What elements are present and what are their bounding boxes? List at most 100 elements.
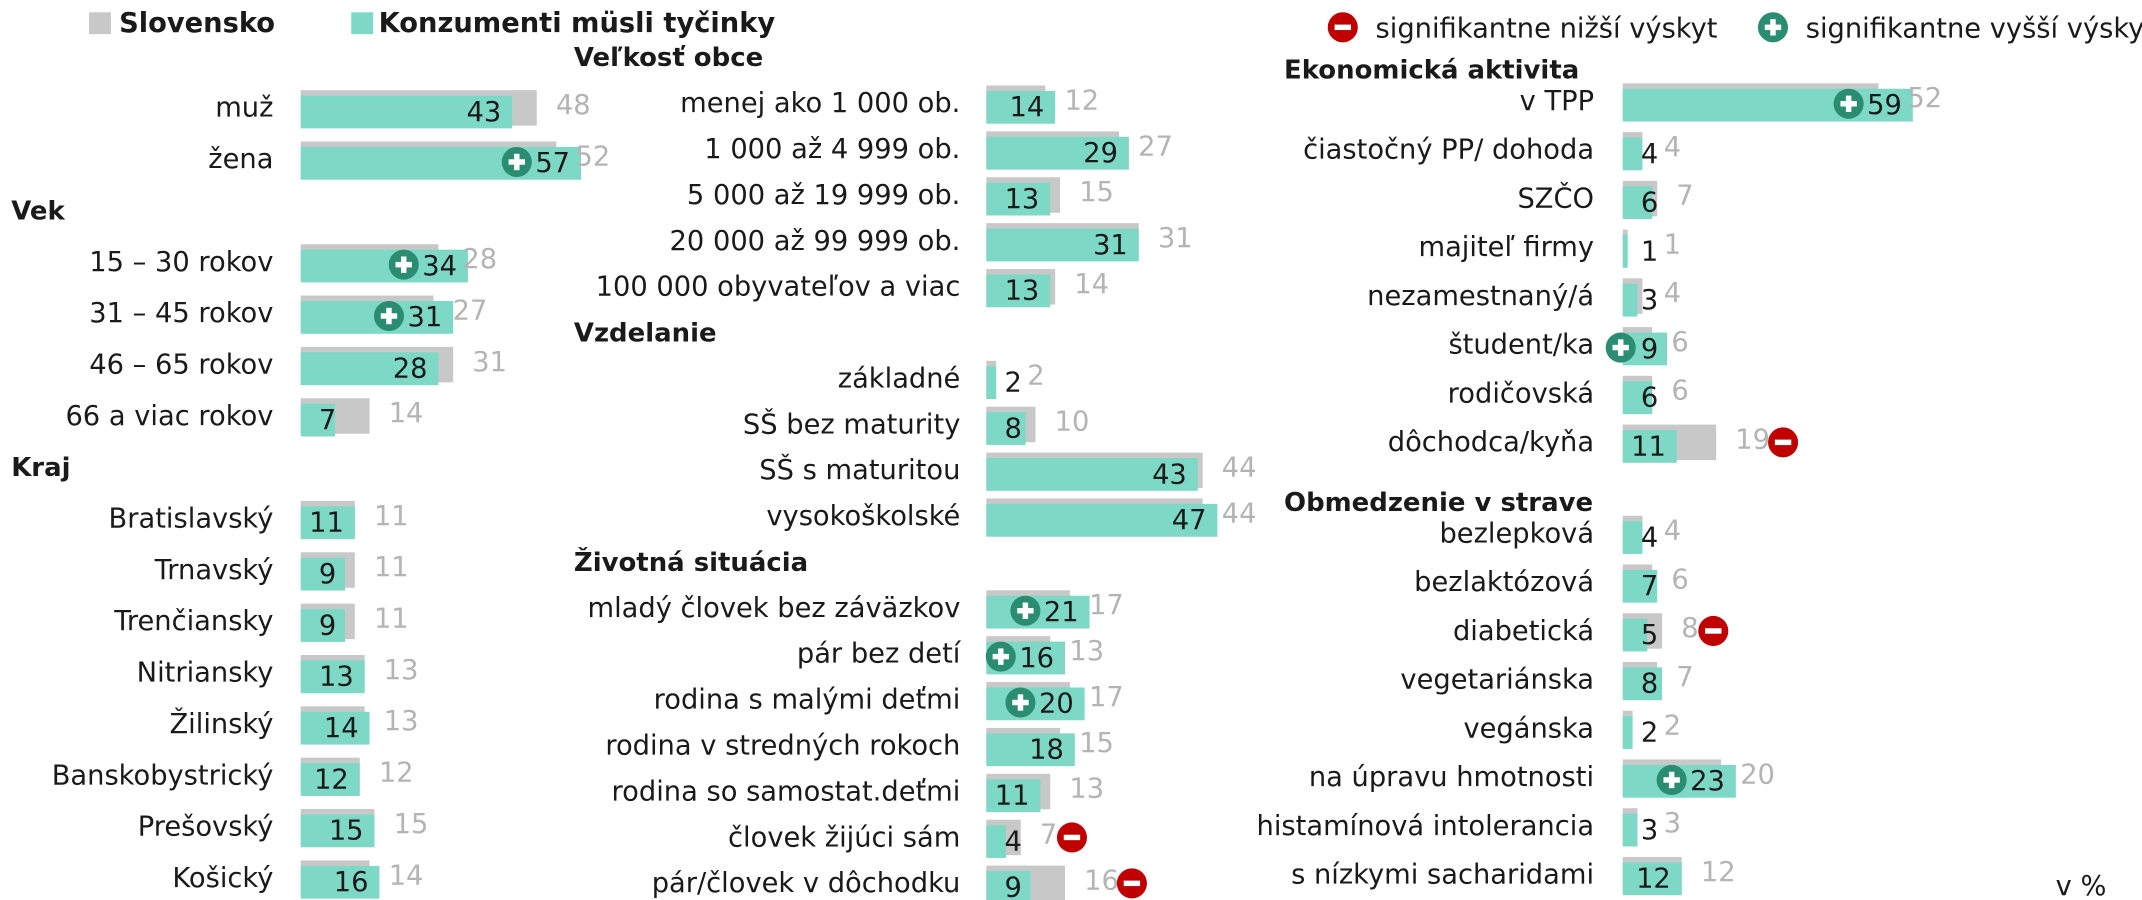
- category-label: rodina so samostat.deťmi: [612, 776, 961, 807]
- category-label: SŠ s maturitou: [759, 453, 960, 486]
- category-label: mladý človek bez záväzkov: [588, 593, 961, 624]
- konzumenti-value: 29: [1083, 138, 1118, 169]
- icon-bar: [1770, 19, 1776, 36]
- konzumenti-bar: [300, 249, 468, 283]
- slovensko-value: 12: [1064, 85, 1099, 116]
- konzumenti-bar: [986, 458, 1198, 491]
- konzumenti-value: 9: [1641, 334, 1658, 365]
- slovensko-value: 52: [1907, 83, 1942, 114]
- category-label: nezamestnaný/á: [1367, 281, 1594, 312]
- slovensko-value: 11: [374, 501, 409, 532]
- slovensko-value: 8: [1681, 613, 1698, 644]
- konzumenti-bar: [300, 95, 513, 129]
- konzumenti-value: 9: [319, 559, 336, 590]
- slovensko-value: 13: [1069, 636, 1104, 667]
- section-title: Vek: [11, 196, 65, 226]
- slovensko-value: 2: [1664, 711, 1681, 742]
- konzumenti-value: 11: [309, 508, 344, 539]
- icon-bar: [1705, 628, 1722, 634]
- konzumenti-bar: [300, 660, 365, 694]
- konzumenti-value: 14: [1009, 92, 1044, 123]
- section-title: Ekonomická aktivita: [1284, 56, 1579, 86]
- konzumenti-bar: [1622, 667, 1663, 701]
- section-title: Životná situácia: [574, 546, 808, 578]
- slovensko-value: 11: [374, 552, 409, 583]
- konzumenti-bar: [1622, 88, 1913, 122]
- category-label: pár bez detí: [797, 639, 962, 670]
- category-label: rodina s malými deťmi: [654, 685, 961, 716]
- konzumenti-bar: [986, 412, 1026, 445]
- section-title: Vzdelanie: [574, 319, 717, 349]
- legend-label: Konzumenti müsli tyčinky: [379, 8, 776, 39]
- category-label: 5 000 až 19 999 ob.: [687, 180, 960, 211]
- konzumenti-value: 12: [1636, 864, 1671, 895]
- slovensko-value: 28: [462, 244, 497, 275]
- category-label: Nitriansky: [137, 658, 274, 689]
- significance-icon: [1757, 12, 1788, 43]
- icon-bar: [400, 256, 407, 273]
- legend-label: Slovensko: [119, 8, 275, 39]
- slovensko-value: 6: [1671, 327, 1688, 358]
- icon-bar: [998, 648, 1004, 665]
- konzumenti-bar: [1622, 137, 1643, 171]
- icon-bar: [1668, 771, 1675, 789]
- significance-icon: [1605, 332, 1636, 363]
- slovensko-value: 13: [384, 706, 419, 737]
- category-label: Trnavský: [154, 555, 274, 586]
- konzumenti-value: 18: [1029, 735, 1064, 766]
- konzumenti-value: 6: [1641, 188, 1658, 219]
- category-label: 31 – 45 rokov: [89, 298, 273, 329]
- konzumenti-value: 20: [1039, 689, 1074, 720]
- category-label: s nízkymi sacharidami: [1291, 860, 1594, 891]
- konzumenti-bar: [300, 711, 370, 745]
- konzumenti-value: 7: [319, 405, 336, 436]
- significance-icon: [373, 301, 404, 332]
- section-title: Kraj: [11, 453, 70, 483]
- slovensko-value: 44: [1222, 498, 1257, 529]
- category-label: základné: [838, 363, 961, 394]
- konzumenti-value: 21: [1044, 597, 1079, 628]
- konzumenti-bar: [1622, 862, 1682, 896]
- konzumenti-bar: [1622, 381, 1653, 415]
- category-label: Banskobystrický: [52, 760, 274, 791]
- category-label: študent/ka: [1448, 330, 1594, 361]
- category-label: Žilinský: [169, 708, 273, 740]
- slovensko-value: 13: [1069, 774, 1104, 805]
- slovensko-value: 17: [1089, 590, 1124, 621]
- konzumenti-value: 23: [1690, 766, 1725, 797]
- category-label: vegánska: [1463, 713, 1594, 744]
- category-label: majiteľ firmy: [1418, 232, 1594, 263]
- konzumenti-value: 5: [1641, 620, 1658, 651]
- slovensko-value: 14: [389, 398, 424, 429]
- konzumenti-bar: [1622, 569, 1658, 603]
- konzumenti-value: 31: [1093, 230, 1128, 261]
- slovensko-value: 27: [1138, 131, 1173, 162]
- konzumenti-bar: [1622, 521, 1643, 554]
- slovensko-value: 4: [1664, 516, 1681, 547]
- konzumenti-value: 43: [466, 97, 501, 128]
- konzumenti-bar: [986, 871, 1031, 900]
- slovensko-value: 7: [1040, 820, 1057, 851]
- category-label: SŠ bez maturity: [743, 407, 960, 440]
- slovensko-value: 52: [576, 141, 611, 172]
- konzumenti-value: 3: [1641, 815, 1658, 846]
- category-label: Prešovský: [138, 812, 274, 843]
- category-label: SZČO: [1517, 181, 1594, 214]
- icon-bar: [1334, 24, 1351, 31]
- category-label: rodičovská: [1448, 378, 1594, 409]
- category-label: žena: [208, 144, 273, 175]
- konzumenti-value: 31: [407, 302, 442, 333]
- konzumenti-bar: [986, 687, 1085, 721]
- slovensko-value: 12: [379, 758, 414, 789]
- slovensko-value: 20: [1740, 759, 1775, 790]
- konzumenti-bar: [300, 609, 345, 642]
- konzumenti-value: 7: [1641, 571, 1658, 602]
- significance-icon: [1768, 427, 1799, 458]
- icon-bar: [1022, 602, 1029, 619]
- legend-label: signifikantne nižší výskyt: [1376, 14, 1718, 45]
- legend-swatch: [89, 12, 111, 35]
- konzumenti-value: 2: [1004, 368, 1021, 399]
- konzumenti-value: 13: [1005, 184, 1040, 215]
- konzumenti-value: 11: [1631, 431, 1666, 462]
- konzumenti-bar: [986, 779, 1041, 813]
